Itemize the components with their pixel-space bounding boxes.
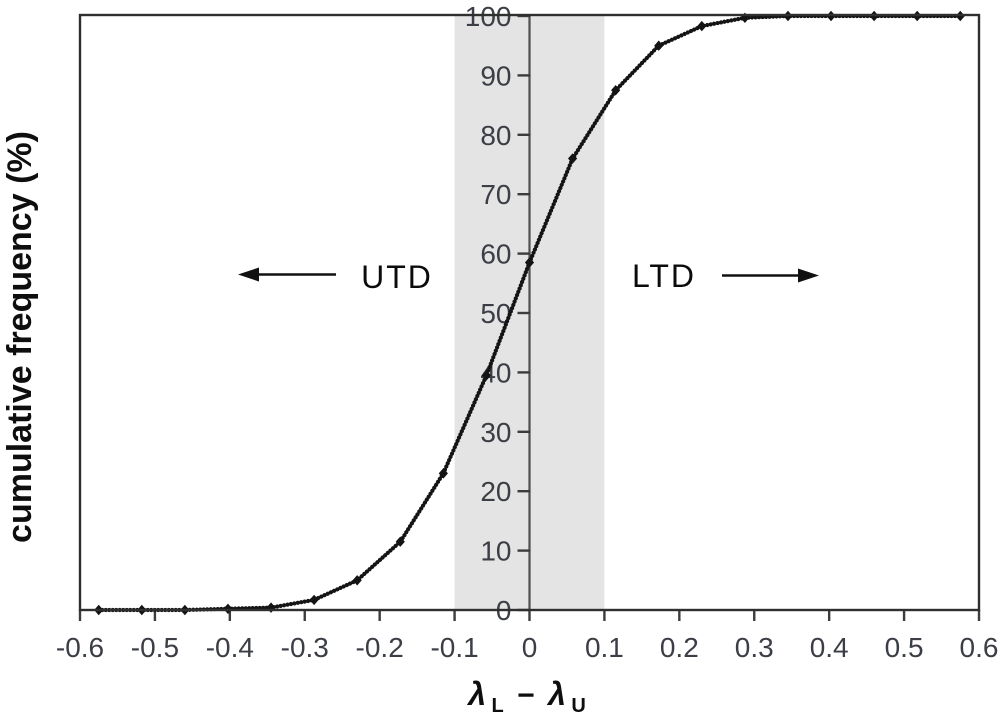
x-tick-label: -0.3: [281, 632, 329, 663]
y-tick-label: 90: [480, 60, 511, 91]
lambda-l-symbol: λ: [466, 676, 486, 712]
y-tick-label: 30: [480, 417, 511, 448]
x-tick-label: -0.2: [356, 632, 404, 663]
data-point-diamond: [266, 602, 276, 613]
utd-label: UTD: [361, 259, 433, 295]
x-tick-label: -0.5: [131, 632, 179, 663]
data-point-diamond: [524, 257, 535, 268]
plot-frame: [78, 13, 981, 612]
x-tick-label: 0.4: [810, 632, 849, 663]
x-tick-label: 0.1: [585, 632, 624, 663]
ltd-annotation: LTD: [632, 258, 819, 294]
subscript-u: U: [571, 695, 585, 717]
y-tick-label: 80: [480, 120, 511, 151]
minus-sign: −: [517, 679, 535, 712]
data-point-diamond: [352, 575, 362, 586]
ltd-arrow-head-icon: [798, 268, 819, 283]
y-tick-label: 100: [465, 1, 512, 32]
x-tick-label: 0.2: [660, 632, 699, 663]
x-tick-label: -0.6: [56, 632, 104, 663]
data-point-diamond: [697, 20, 707, 32]
y-tick-label: 20: [480, 476, 511, 507]
data-point-diamond: [654, 40, 664, 51]
y-tick-label: 10: [480, 536, 511, 567]
x-tick-label: -0.4: [206, 632, 254, 663]
data-point-diamond: [438, 468, 448, 479]
plot-frame-rect: [78, 13, 981, 612]
x-tick-label: -0.1: [430, 632, 478, 663]
y-tick-label: 60: [480, 239, 511, 270]
x-tick-label: 0: [522, 632, 538, 663]
axis-ticks: [78, 14, 981, 621]
data-point-diamond: [395, 536, 405, 547]
x-axis-title: λ L − λ U: [466, 676, 586, 717]
y-axis-title: cumulative frequency (%): [1, 131, 39, 543]
y-tick-label: 70: [480, 179, 511, 210]
data-point-diamond: [309, 594, 319, 606]
lambda-u-symbol: λ: [546, 676, 566, 712]
x-tick-label: 0.5: [885, 632, 924, 663]
data-point-diamond: [611, 85, 621, 96]
utd-arrow-head-icon: [238, 267, 259, 282]
x-tick-label: 0.6: [960, 632, 999, 663]
ltd-label: LTD: [632, 258, 696, 294]
subscript-l: L: [491, 695, 503, 717]
data-point-diamond: [567, 153, 578, 164]
data-point-diamond: [481, 370, 492, 381]
utd-annotation: UTD: [238, 259, 433, 295]
x-tick-label: 0.3: [735, 632, 774, 663]
